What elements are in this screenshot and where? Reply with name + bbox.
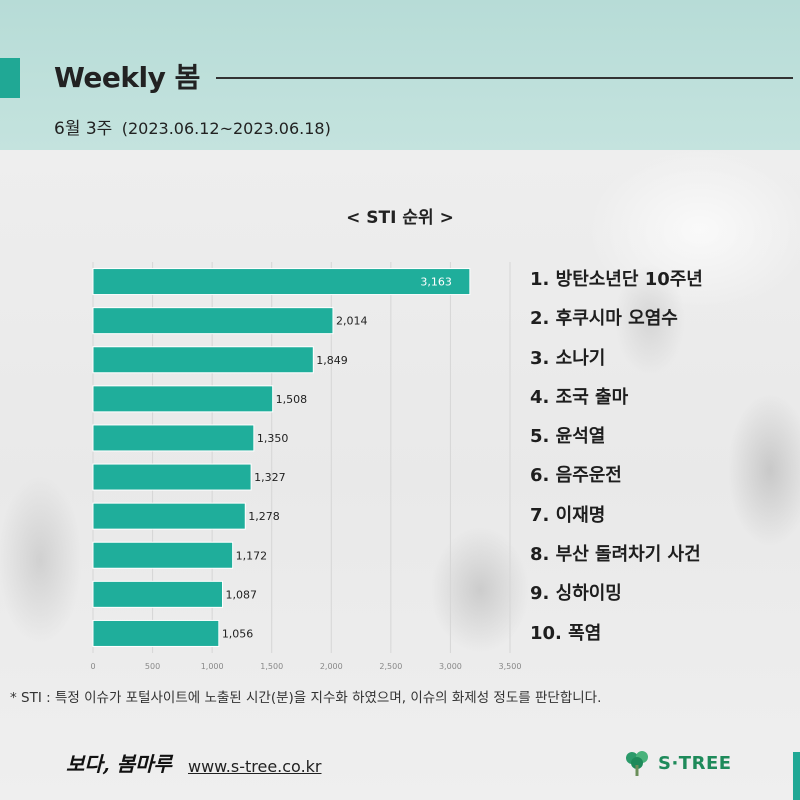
x-tick-label: 3,500 [499,662,522,671]
bar [92,307,334,335]
bar-value-label: 1,350 [257,432,289,445]
ranking-item: 3. 소나기 [530,347,606,369]
tree-icon [626,751,648,776]
bar [92,502,246,530]
bar-value-label: 1,327 [254,471,286,484]
x-tick-label: 3,000 [439,662,462,671]
title-divider [216,77,793,79]
bar-value-label: 2,014 [336,315,368,328]
bar [92,385,274,413]
ranking-item: 8. 부산 돌려차기 사건 [530,544,701,566]
date-range: (2023.06.12~2023.06.18) [121,119,331,138]
header-accent-bar [0,58,20,98]
bar [92,580,224,608]
x-tick-label: 1,500 [260,662,283,671]
bar [92,619,220,647]
bar-value-label: 1,087 [226,588,258,601]
header-band [0,0,800,150]
week-text: 6월 3주 [54,119,113,139]
ranking-item: 5. 윤석열 [530,426,606,448]
bar [92,424,255,452]
ranking-item: 1. 방탄소년단 10주년 [530,269,703,290]
ranking-item: 6. 음주운전 [530,465,622,487]
ranking-list: 1. 방탄소년단 10주년 2. 후쿠시마 오염수 3. 소나기 4. 조국 출마 5.… [530,266,703,659]
logo-text: S·TREE [658,752,732,774]
stree-logo: S·TREE [622,748,732,778]
website-link[interactable]: www.s-tree.co.kr [188,757,322,776]
page-title: Weekly 봄 [54,61,200,94]
bar-value-label: 1,508 [276,393,308,406]
bar [92,541,234,569]
brand-signature: 보다, 봄마루 [66,752,172,776]
bar [92,463,252,491]
bar-value-label: 1,056 [222,627,254,640]
bar [92,268,471,296]
footnote: * STI : 특정 이슈가 포털사이트에 노출된 시간(분)을 지수화 하였으… [10,690,602,706]
ranking-item: 2. 후쿠시마 오염수 [530,308,678,330]
bar-value-label: 1,172 [236,549,268,562]
ranking-item: 9. 싱하이밍 [530,583,622,605]
bar [92,346,314,374]
x-tick-label: 1,000 [201,662,224,671]
bar-value-label: 3,163 [420,276,452,289]
x-tick-label: 0 [90,662,95,671]
bar-value-label: 1,849 [316,354,348,367]
ranking-item: 10. 폭염 [530,622,602,644]
week-label: 6월 3주 (2023.06.12~2023.06.18) [54,114,331,139]
ranking-item: 4. 조국 출마 [530,386,629,408]
chart-title: < STI 순위 > [346,208,454,228]
corner-accent [793,752,800,800]
x-tick-label: 2,000 [320,662,343,671]
x-tick-label: 500 [145,662,160,671]
bar-value-label: 1,278 [248,510,280,523]
ranking-item: 7. 이재명 [530,504,606,526]
x-tick-label: 2,500 [379,662,402,671]
